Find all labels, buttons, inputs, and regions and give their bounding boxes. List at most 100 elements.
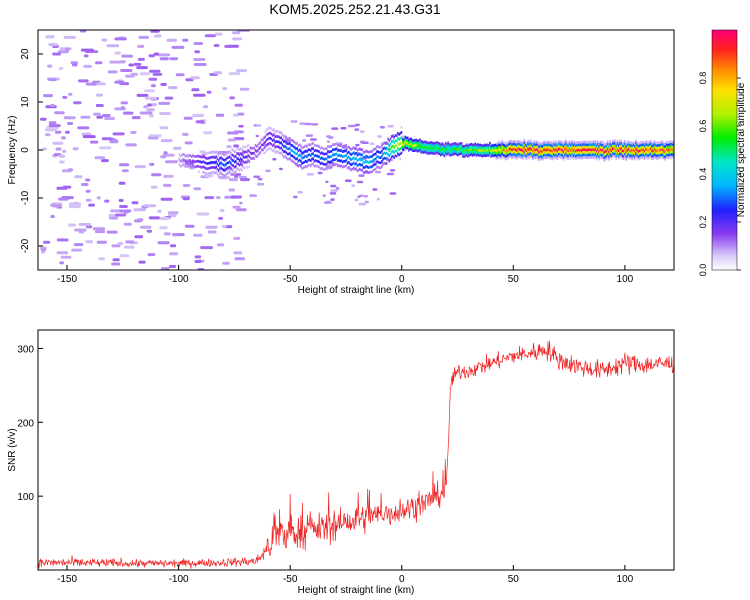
ridge-cell (409, 137, 411, 141)
ridge-cell (570, 146, 572, 150)
ridge-cell (294, 161, 296, 165)
ridge-cell (622, 149, 625, 153)
ridge-cell (287, 137, 290, 140)
ridge-cell (276, 130, 279, 133)
ridge-cell (443, 149, 446, 153)
ridge-cell (227, 151, 230, 154)
ridge-cell (626, 146, 629, 149)
ridge-cell (651, 147, 653, 150)
ridge-cell (182, 153, 184, 156)
ridge-cell (205, 162, 208, 165)
ridge-cell (581, 157, 583, 160)
ridge-cell (189, 159, 192, 162)
ridge-cell (605, 142, 608, 145)
ridge-cell (576, 143, 578, 147)
ridge-cell (325, 162, 328, 166)
ridge-cell (379, 166, 382, 170)
ridge-cell (537, 148, 539, 152)
ridge-cell (389, 137, 392, 141)
ridge-cell (638, 152, 641, 155)
ridge-cell (203, 155, 205, 159)
ridge-cell (348, 155, 350, 159)
ridge-cell (302, 156, 305, 159)
ridge-cell (278, 145, 280, 149)
ridge-cell (204, 151, 206, 154)
ridge-cell (339, 154, 341, 158)
ridge-cell (426, 147, 429, 150)
ridge-cell (566, 154, 568, 157)
ridge-cell (478, 149, 480, 152)
ridge-cell (649, 142, 652, 145)
ridge-cell (366, 160, 368, 164)
ridge-cell (624, 150, 626, 153)
ridge-cell (446, 145, 448, 149)
ridge-cell (406, 141, 409, 145)
ridge-cell (414, 139, 416, 142)
ridge-cell (502, 153, 505, 157)
ridge-cell (591, 156, 593, 159)
ridge-cell (427, 146, 430, 150)
ridge-cell (271, 134, 274, 137)
ridge-cell (408, 146, 410, 149)
ridge-cell (658, 143, 661, 147)
ridge-cell (279, 131, 281, 135)
ridge-cell (274, 130, 276, 133)
ridge-cell (581, 141, 583, 145)
ridge-cell (633, 147, 636, 150)
ridge-cell (317, 155, 319, 158)
ridge-cell (371, 155, 373, 158)
noise-cell (74, 175, 83, 179)
ridge-cell (452, 145, 454, 149)
ridge-cell (503, 154, 506, 157)
ridge-cell (192, 154, 194, 157)
ridge-cell (237, 162, 240, 166)
ridge-cell (357, 153, 360, 156)
ridge-cell (523, 143, 526, 147)
ridge-cell (669, 155, 672, 159)
ridge-cell (506, 156, 508, 160)
ridge-cell (307, 164, 310, 167)
ridge-cell (436, 141, 438, 144)
ridge-cell (556, 147, 559, 150)
ridge-cell (465, 143, 468, 147)
noise-cell (114, 37, 127, 41)
x-tick-label: 50 (508, 274, 520, 285)
ridge-cell (259, 141, 262, 144)
ridge-cell (621, 157, 624, 160)
noise-cell (329, 192, 337, 195)
ridge-cell (642, 150, 645, 154)
ridge-cell (343, 155, 345, 158)
ridge-cell (559, 152, 561, 156)
ridge-cell (470, 147, 473, 151)
ridge-cell (274, 135, 276, 139)
ridge-cell (213, 150, 215, 154)
ridge-cell (246, 145, 248, 149)
noise-cell (389, 192, 397, 195)
noise-cell (228, 72, 241, 76)
noise-cell (356, 180, 364, 184)
ridge-cell (647, 141, 649, 145)
noise-cell (40, 250, 45, 254)
ridge-cell (345, 154, 348, 157)
ridge-cell (248, 155, 251, 158)
ridge-cell (313, 154, 316, 158)
ridge-cell (646, 148, 648, 152)
ridge-cell (275, 129, 278, 133)
ridge-cell (338, 148, 340, 152)
ridge-cell (325, 147, 328, 150)
ridge-cell (447, 141, 449, 144)
ridge-cell (327, 150, 329, 153)
ridge-cell (540, 142, 543, 146)
ridge-cell (603, 153, 605, 157)
ridge-cell (572, 141, 575, 145)
ridge-cell (613, 139, 615, 143)
ridge-cell (619, 150, 621, 153)
ridge-cell (366, 170, 368, 174)
ridge-cell (335, 152, 338, 156)
ridge-cell (657, 154, 659, 157)
ridge-cell (440, 143, 442, 147)
ridge-cell (231, 153, 233, 157)
ridge-cell (651, 149, 653, 153)
ridge-cell (481, 152, 484, 155)
